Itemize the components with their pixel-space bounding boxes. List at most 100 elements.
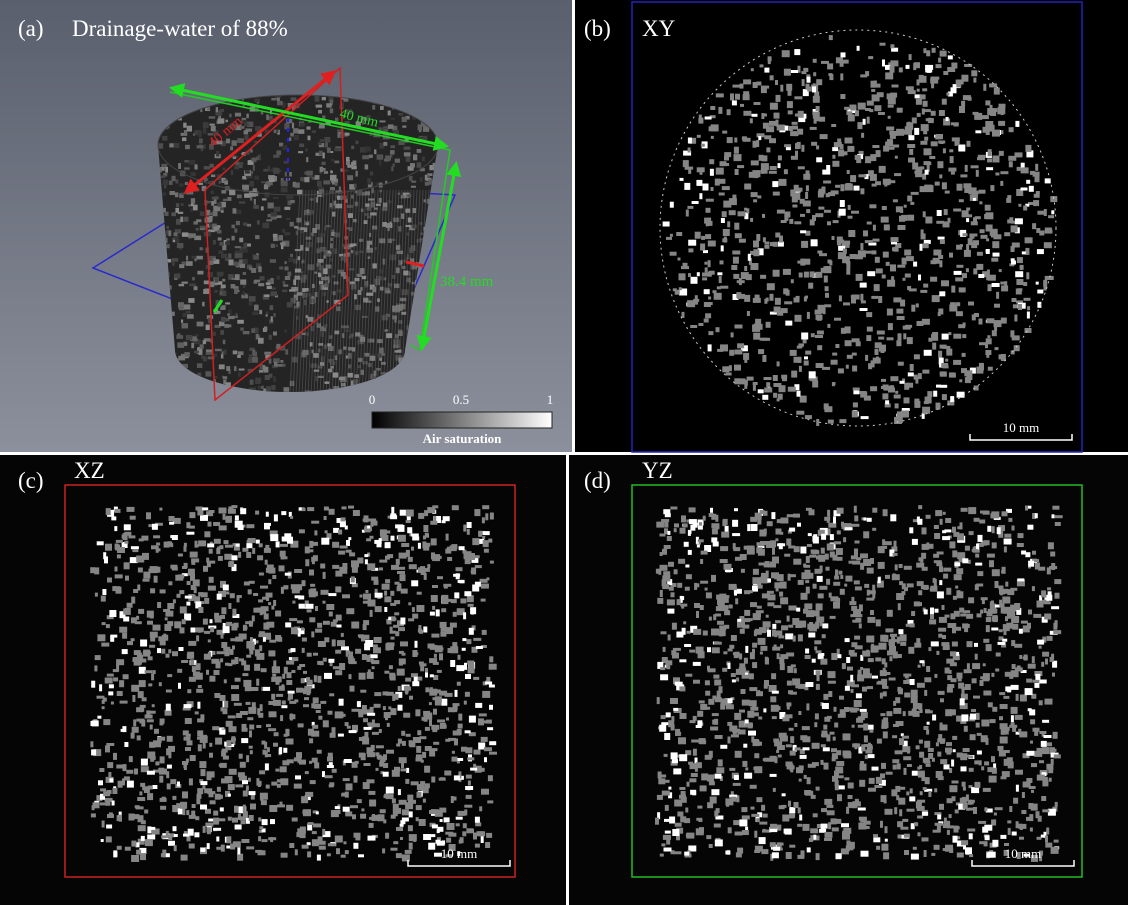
pore [744, 618, 751, 623]
pore [1034, 562, 1040, 570]
pore [769, 755, 777, 762]
pore [408, 618, 415, 622]
texture-line [394, 189, 406, 392]
pore [430, 595, 438, 602]
pore [135, 660, 142, 665]
pore [453, 573, 461, 577]
pore [382, 258, 386, 265]
pore [893, 297, 902, 303]
pore [734, 349, 743, 355]
pore [691, 201, 699, 204]
pore [116, 691, 123, 696]
pore [347, 164, 354, 168]
pore [439, 690, 448, 696]
pore [159, 721, 164, 726]
pore [362, 709, 371, 715]
pore [371, 731, 379, 735]
pore [116, 845, 122, 850]
pore [785, 852, 792, 859]
pore [113, 677, 119, 682]
pore [269, 530, 278, 537]
pore [989, 104, 993, 111]
pore [474, 765, 482, 773]
pore [812, 86, 816, 93]
pore [791, 195, 798, 203]
pore [214, 290, 218, 293]
pore [107, 762, 114, 769]
pore [429, 810, 437, 814]
pore [294, 249, 301, 252]
pore [127, 641, 133, 646]
pore [317, 258, 324, 263]
pore [391, 506, 395, 514]
pore [256, 780, 262, 786]
pore [170, 779, 177, 785]
pore [379, 347, 384, 354]
pore [397, 738, 402, 744]
pore [793, 668, 797, 674]
pore [191, 804, 196, 808]
pore [306, 157, 309, 163]
pore [764, 757, 770, 762]
pore [858, 150, 864, 155]
pore [797, 65, 801, 73]
pore [918, 274, 921, 281]
pore [489, 656, 494, 663]
pore [266, 219, 273, 222]
pore [456, 608, 465, 616]
pore [293, 135, 299, 141]
pore [386, 722, 390, 727]
pore [778, 732, 787, 738]
pore [779, 712, 786, 719]
pore [181, 619, 186, 625]
pore [892, 247, 898, 252]
pore [184, 181, 188, 186]
pore [891, 636, 896, 642]
pore [825, 193, 830, 198]
pore [961, 840, 969, 846]
pore [306, 690, 311, 696]
pore [250, 687, 259, 691]
pore [318, 186, 324, 189]
pore [1025, 203, 1030, 207]
pore [701, 235, 706, 240]
pore [306, 842, 311, 846]
pore [299, 826, 306, 834]
pore [678, 273, 686, 281]
pore [939, 240, 945, 244]
pore [478, 718, 484, 726]
pore [332, 619, 338, 623]
pore [824, 304, 832, 308]
pore [772, 269, 780, 277]
pore [684, 182, 691, 190]
texture-line [310, 189, 322, 392]
pore [230, 843, 236, 850]
pore [97, 634, 106, 642]
pore [922, 109, 931, 113]
pore [879, 344, 886, 352]
pore [134, 621, 142, 625]
pore [111, 800, 115, 806]
pore [188, 640, 197, 646]
pore [470, 607, 477, 615]
pore [812, 111, 820, 119]
pore [382, 848, 386, 854]
pore [748, 730, 756, 736]
pore [915, 98, 922, 105]
pore [1034, 175, 1040, 183]
pore [704, 545, 712, 552]
pore [270, 316, 273, 322]
pore [443, 583, 452, 587]
pore [300, 227, 308, 233]
pore [398, 650, 404, 654]
pore [451, 750, 455, 754]
pore [802, 736, 811, 743]
pore [832, 154, 836, 159]
pore [344, 257, 347, 263]
pore [205, 822, 214, 827]
pore [342, 244, 345, 247]
pore [664, 528, 668, 535]
pore [845, 364, 849, 369]
pore [143, 649, 151, 657]
